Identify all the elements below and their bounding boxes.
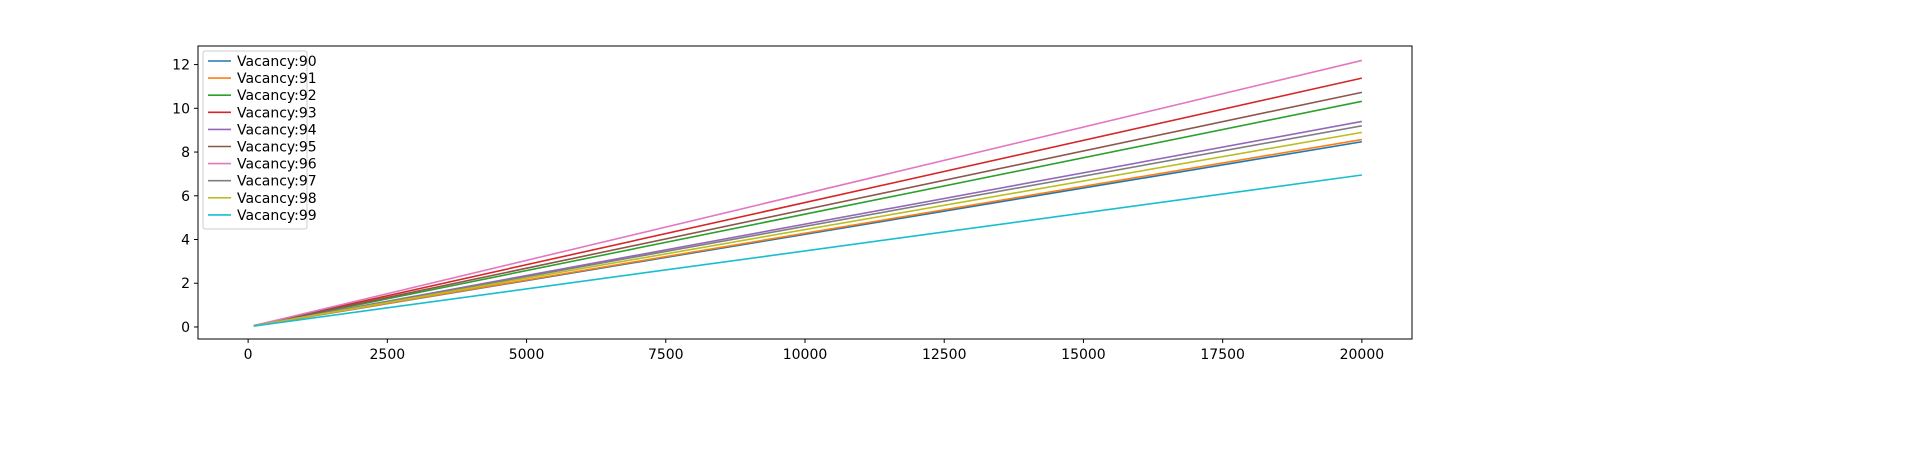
y-tick-label: 2: [181, 276, 190, 292]
legend-label: Vacancy:95: [237, 140, 317, 156]
series-line-1: [253, 138, 1363, 327]
x-tick-label: 15000: [1061, 347, 1106, 363]
x-tick-label: 17500: [1200, 347, 1245, 363]
y-tick-label: 0: [181, 320, 190, 336]
series-line-5: [253, 91, 1363, 327]
legend-label: Vacancy:99: [237, 208, 317, 224]
legend: Vacancy:90Vacancy:91Vacancy:92Vacancy:93…: [202, 50, 317, 230]
x-tick-label: 7500: [648, 347, 684, 363]
legend-label: Vacancy:92: [237, 88, 317, 104]
x-tick-label: 10000: [783, 347, 828, 363]
x-tick-label: 5000: [509, 347, 545, 363]
legend-label: Vacancy:90: [237, 54, 317, 70]
x-tick-label: 12500: [922, 347, 967, 363]
series-lines: [253, 59, 1363, 327]
legend-label: Vacancy:96: [237, 157, 317, 173]
x-tick-label: 2500: [370, 347, 406, 363]
plot-area: [197, 45, 1413, 340]
y-tick-label: 8: [181, 145, 190, 161]
series-line-2: [253, 100, 1363, 327]
y-tick-label: 12: [172, 58, 190, 74]
series-line-3: [253, 77, 1363, 327]
y-axis: 0 2 4 6 8 10 12: [172, 58, 198, 336]
series-line-8: [253, 131, 1363, 327]
series-line-9: [253, 174, 1362, 327]
y-tick-label: 10: [172, 101, 190, 117]
series-line-6: [253, 59, 1363, 327]
legend-label: Vacancy:98: [237, 191, 317, 207]
legend-label: Vacancy:94: [237, 122, 317, 138]
y-tick-label: 4: [181, 233, 190, 249]
x-tick-label: 20000: [1340, 347, 1385, 363]
legend-label: Vacancy:93: [237, 105, 317, 121]
x-tick-label: 0: [244, 347, 253, 363]
y-tick-label: 6: [181, 189, 190, 205]
legend-label: Vacancy:91: [237, 71, 317, 87]
legend-label: Vacancy:97: [237, 174, 317, 190]
x-axis: 0 2500 5000 7500 10000 12500 15000 17500 20000: [244, 339, 1384, 363]
series-line-7: [253, 125, 1363, 327]
